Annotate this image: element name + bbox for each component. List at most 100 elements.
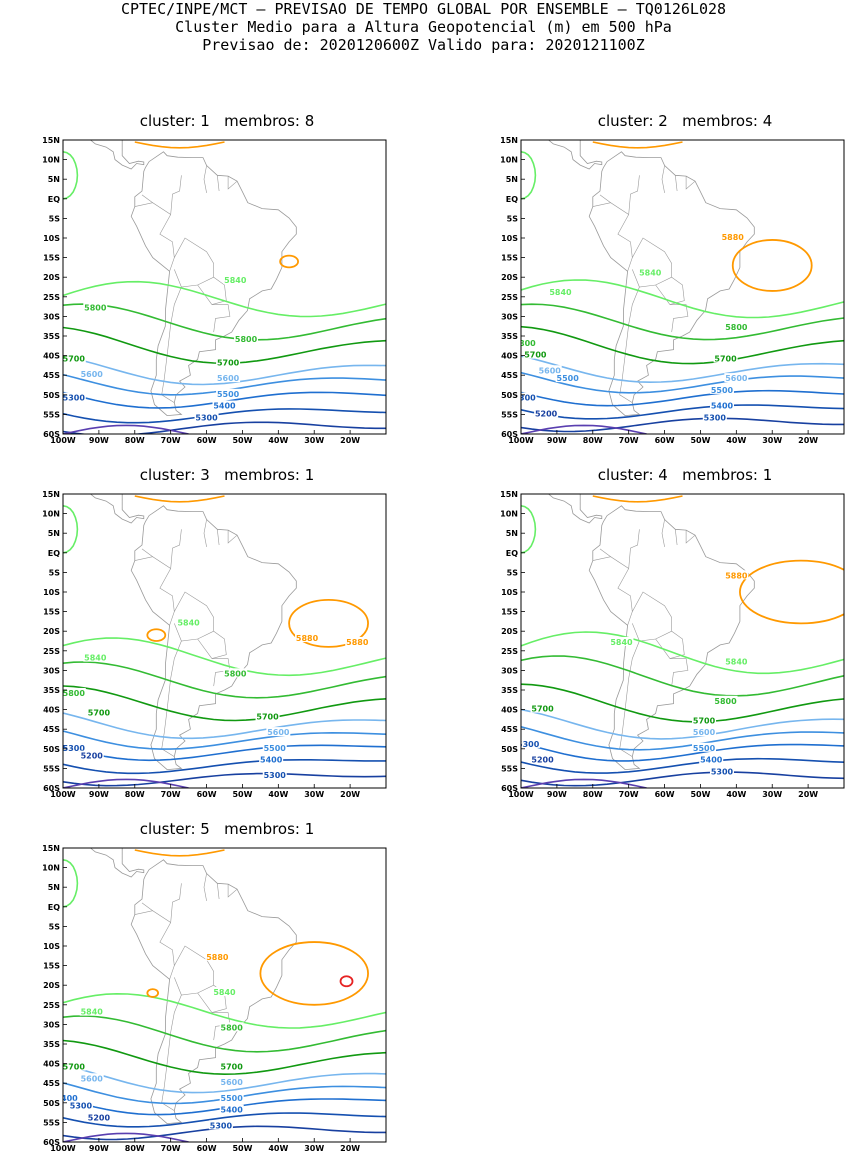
lon-label: 30W bbox=[304, 1144, 324, 1153]
lon-label: 70W bbox=[161, 790, 181, 799]
lat-label: 45S bbox=[501, 725, 518, 734]
national-border bbox=[211, 304, 231, 333]
contour-label: 5400 bbox=[260, 756, 283, 765]
contour-label: 5500 bbox=[221, 1094, 244, 1103]
contour-5400-line bbox=[63, 744, 386, 762]
contour-label: 5300 bbox=[63, 394, 86, 403]
lat-label: 15N bbox=[500, 490, 518, 499]
lat-label: 5N bbox=[506, 529, 518, 538]
cluster-panel-3: cluster: 3 membros: 1 5840 5880 5880 5840 58… bbox=[5, 466, 387, 801]
contour-label-bg bbox=[724, 373, 749, 383]
contour-label: 5840 bbox=[610, 638, 633, 647]
lat-label: 10N bbox=[42, 864, 60, 873]
contour-label: 5840 bbox=[725, 658, 748, 667]
contour-label: 5700 bbox=[217, 358, 240, 367]
lat-label: 25S bbox=[43, 647, 60, 656]
central-america-coastline bbox=[547, 494, 603, 524]
contour-label-bg bbox=[530, 703, 555, 713]
lon-label: 30W bbox=[762, 790, 782, 799]
contour-label-bg bbox=[295, 633, 320, 643]
contour-label: 5800 bbox=[714, 697, 737, 706]
contour-label: 5880 bbox=[296, 634, 319, 643]
central-america-coastline bbox=[547, 140, 603, 170]
central-america-coastline bbox=[89, 494, 145, 524]
contour-label-bg bbox=[709, 384, 734, 394]
national-border bbox=[174, 945, 214, 996]
contour-label: 5800 bbox=[725, 323, 748, 332]
contour-label-bg bbox=[692, 727, 717, 737]
national-border bbox=[669, 630, 685, 659]
lat-label: 10N bbox=[500, 510, 518, 519]
national-border bbox=[141, 194, 153, 203]
lon-label: 90W bbox=[89, 436, 109, 445]
lat-label: 10S bbox=[43, 942, 60, 951]
lat-label: 35S bbox=[501, 332, 518, 341]
contour-5880-line bbox=[592, 495, 683, 503]
contour-label: 5400 bbox=[221, 1106, 244, 1115]
contour-5300-line bbox=[63, 408, 386, 424]
contour-label: 5880 bbox=[346, 638, 369, 647]
contour-label: 5840 bbox=[224, 276, 247, 285]
lat-label: 50S bbox=[501, 745, 518, 754]
contour-label: 5600 bbox=[221, 1078, 244, 1087]
contour-5400-line bbox=[521, 389, 844, 407]
contour-label-bg bbox=[266, 727, 291, 737]
lon-label: 40W bbox=[726, 436, 746, 445]
header-line-1: CPTEC/INPE/MCT – PREVISAO DE TEMPO GLOBA… bbox=[120, 0, 727, 18]
national-border bbox=[217, 529, 220, 546]
contour-label-bg bbox=[521, 337, 537, 347]
lat-label: 10N bbox=[42, 510, 60, 519]
contour-label: 5800 bbox=[513, 339, 536, 348]
contour-5600-line bbox=[63, 1064, 386, 1094]
contour-label: 5300 bbox=[195, 413, 218, 422]
lon-label: 80W bbox=[583, 436, 603, 445]
contour-label-bg bbox=[702, 412, 727, 422]
contour-label: 5600 bbox=[81, 370, 104, 379]
contour-label: 5840 bbox=[639, 268, 662, 277]
lon-label: 60W bbox=[197, 1144, 217, 1153]
lat-label: 10S bbox=[43, 234, 60, 243]
lat-label: EQ bbox=[506, 549, 518, 558]
cluster-title: cluster: 5 membros: 1 bbox=[139, 820, 315, 838]
contour-label-bg bbox=[555, 373, 580, 383]
contour-label-bg bbox=[699, 754, 724, 764]
contour-5840-line bbox=[63, 505, 79, 554]
contour-5880-closed bbox=[259, 941, 369, 1006]
contour-5800-line bbox=[521, 303, 844, 341]
national-border bbox=[227, 884, 238, 898]
lat-label: 30S bbox=[43, 1020, 60, 1029]
contour-label: 5600 bbox=[539, 366, 562, 375]
national-border bbox=[211, 276, 227, 305]
lat-label: 40S bbox=[43, 352, 60, 361]
contour-5500-line bbox=[521, 726, 844, 751]
contour-5700-line bbox=[63, 1039, 386, 1076]
contour-label-bg bbox=[63, 353, 86, 363]
contour-5200-line bbox=[63, 421, 386, 434]
lon-label: 70W bbox=[619, 790, 639, 799]
contour-label: 5600 bbox=[217, 374, 240, 383]
contour-label-bg bbox=[523, 349, 548, 359]
lat-label: EQ bbox=[48, 549, 60, 558]
national-border bbox=[174, 591, 214, 642]
lon-label: 60W bbox=[197, 790, 217, 799]
contour-label-bg bbox=[548, 286, 573, 296]
national-border bbox=[227, 176, 238, 190]
contour-label-bg bbox=[223, 668, 248, 678]
contour-label-bg bbox=[219, 1092, 244, 1102]
contour-label-bg bbox=[638, 267, 663, 277]
lon-label: 80W bbox=[125, 436, 145, 445]
contour-label-bg bbox=[537, 365, 562, 375]
lat-label: 55S bbox=[501, 410, 518, 419]
contour-5880-closed bbox=[288, 598, 369, 648]
contour-label-bg bbox=[521, 738, 541, 748]
lat-label: 30S bbox=[501, 666, 518, 675]
lon-label: 100W bbox=[50, 436, 76, 445]
lat-label: 5N bbox=[48, 175, 60, 184]
lon-label: 100W bbox=[50, 790, 76, 799]
contour-5840-line bbox=[63, 151, 79, 200]
contour-label-bg bbox=[709, 766, 734, 776]
contour-label: 5500 bbox=[264, 744, 287, 753]
lon-label: 90W bbox=[89, 1144, 109, 1153]
lat-label: 5N bbox=[48, 883, 60, 892]
